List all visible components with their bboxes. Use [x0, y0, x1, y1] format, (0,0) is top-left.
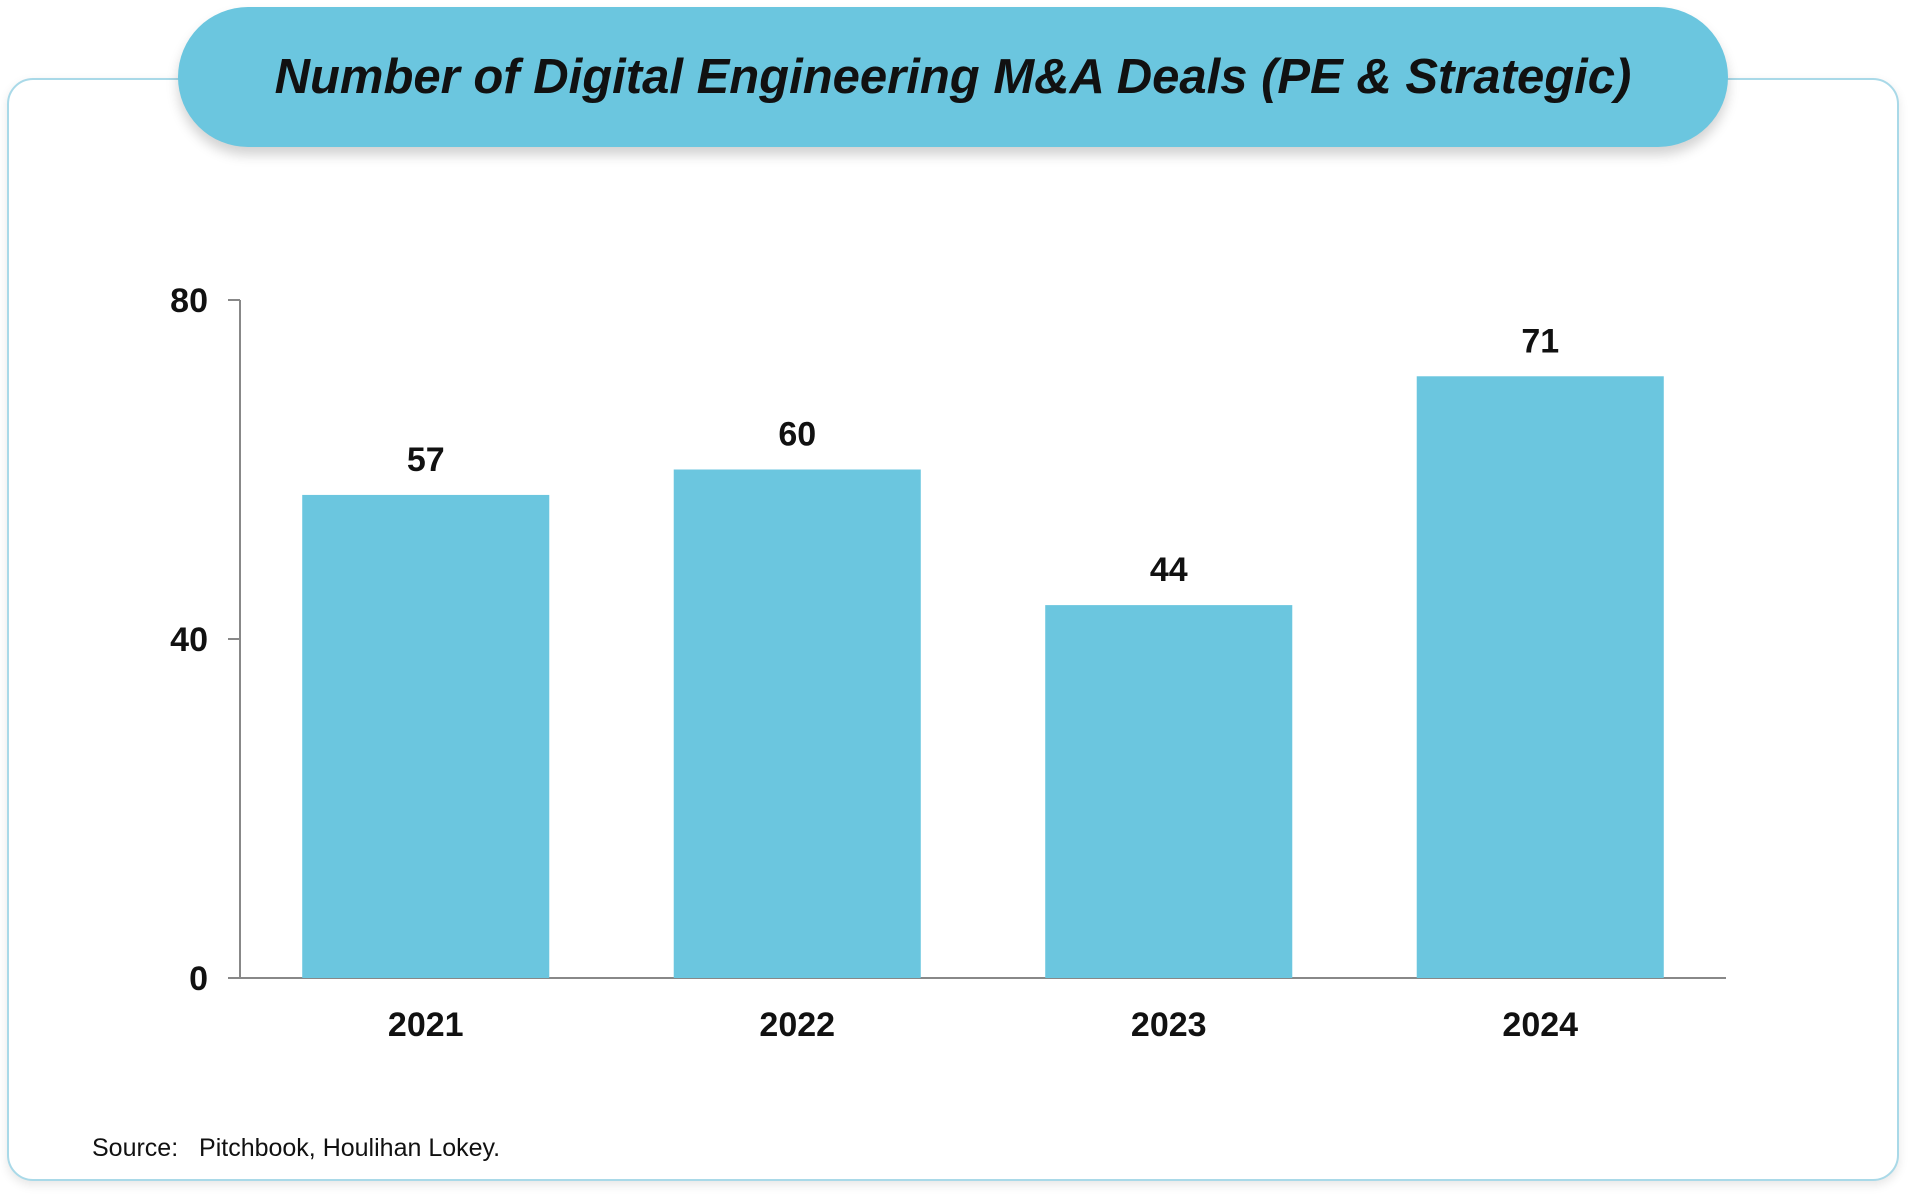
bar-2021: [302, 494, 550, 978]
data-label-2023: 44: [1150, 551, 1188, 589]
bar-2023: [1045, 605, 1293, 978]
y-tick-label: 0: [189, 960, 208, 998]
x-axis: 2021 2022 2023 2024: [240, 977, 1726, 1044]
y-tick-label: 40: [170, 621, 208, 659]
source-label: Source:: [92, 1134, 179, 1162]
data-label-2021: 57: [407, 441, 445, 479]
data-label-2024: 71: [1521, 322, 1559, 360]
source-text: Pitchbook, Houlihan Lokey.: [199, 1134, 501, 1162]
bars: [302, 376, 1664, 978]
x-tick-label-2022: 2022: [759, 1006, 835, 1044]
source-note: Source: Pitchbook, Houlihan Lokey.: [92, 1134, 500, 1163]
y-axis: 0 40 80: [170, 282, 241, 998]
y-tick-label: 80: [170, 282, 208, 320]
x-tick-label-2024: 2024: [1502, 1006, 1578, 1044]
chart-title: Number of Digital Engineering M&A Deals …: [274, 50, 1632, 104]
x-tick-label-2023: 2023: [1131, 1006, 1207, 1044]
x-tick-label-2021: 2021: [388, 1006, 464, 1044]
data-labels: 57 60 44 71: [407, 322, 1559, 589]
bar-2024: [1416, 376, 1664, 978]
bar-2022: [673, 469, 921, 978]
chart-title-banner: Number of Digital Engineering M&A Deals …: [178, 7, 1728, 147]
data-label-2022: 60: [778, 416, 816, 454]
